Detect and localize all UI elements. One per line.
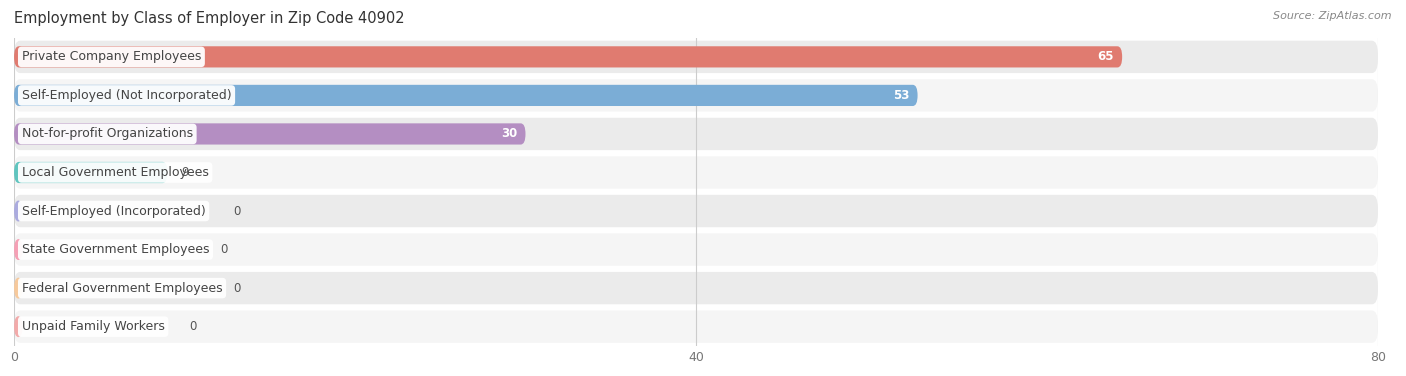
FancyBboxPatch shape — [14, 123, 526, 144]
FancyBboxPatch shape — [14, 79, 1378, 112]
Text: Unpaid Family Workers: Unpaid Family Workers — [21, 320, 165, 333]
Text: Self-Employed (Not Incorporated): Self-Employed (Not Incorporated) — [21, 89, 232, 102]
FancyBboxPatch shape — [14, 272, 1378, 304]
Text: 9: 9 — [181, 166, 188, 179]
Text: Not-for-profit Organizations: Not-for-profit Organizations — [21, 127, 193, 141]
Text: Self-Employed (Incorporated): Self-Employed (Incorporated) — [21, 205, 205, 218]
FancyBboxPatch shape — [14, 316, 22, 337]
Text: Private Company Employees: Private Company Employees — [21, 50, 201, 64]
FancyBboxPatch shape — [14, 277, 22, 299]
FancyBboxPatch shape — [14, 239, 22, 260]
Text: Employment by Class of Employer in Zip Code 40902: Employment by Class of Employer in Zip C… — [14, 11, 405, 26]
Text: Local Government Employees: Local Government Employees — [21, 166, 208, 179]
FancyBboxPatch shape — [14, 311, 1378, 343]
Text: 30: 30 — [501, 127, 517, 141]
Text: Federal Government Employees: Federal Government Employees — [21, 282, 222, 295]
FancyBboxPatch shape — [14, 41, 1378, 73]
FancyBboxPatch shape — [14, 233, 1378, 266]
FancyBboxPatch shape — [14, 118, 1378, 150]
Text: 0: 0 — [190, 320, 197, 333]
Text: 65: 65 — [1097, 50, 1114, 64]
Text: 53: 53 — [893, 89, 910, 102]
FancyBboxPatch shape — [14, 156, 1378, 189]
FancyBboxPatch shape — [14, 162, 167, 183]
FancyBboxPatch shape — [14, 85, 918, 106]
Text: State Government Employees: State Government Employees — [21, 243, 209, 256]
FancyBboxPatch shape — [14, 46, 1122, 67]
Text: 0: 0 — [233, 282, 240, 295]
FancyBboxPatch shape — [14, 200, 22, 221]
Text: 0: 0 — [221, 243, 228, 256]
FancyBboxPatch shape — [14, 195, 1378, 227]
Text: 0: 0 — [233, 205, 240, 218]
Text: Source: ZipAtlas.com: Source: ZipAtlas.com — [1274, 11, 1392, 21]
